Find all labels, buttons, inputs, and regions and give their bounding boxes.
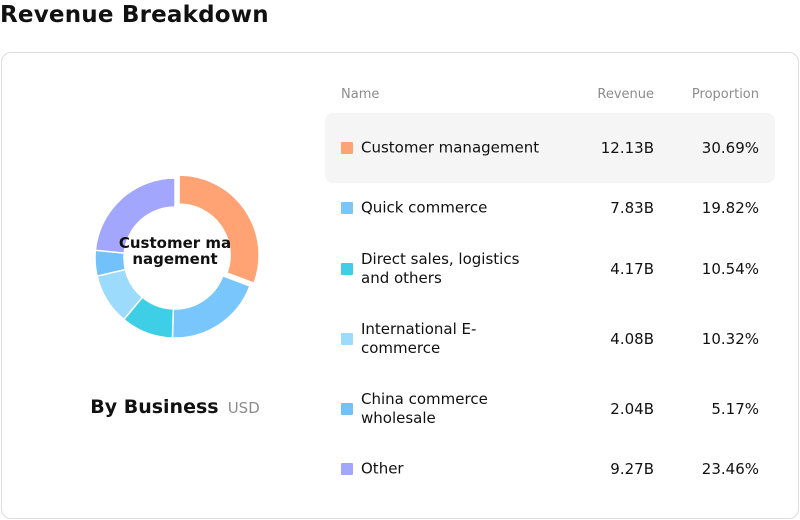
group-caption: By Business USD — [0, 396, 350, 418]
legend-swatch — [341, 142, 353, 154]
legend-row[interactable]: International E-commerce 4.08B 10.32% — [325, 304, 775, 374]
legend-swatch — [341, 333, 353, 345]
legend-name: Other — [361, 459, 404, 478]
legend-name: Quick commerce — [361, 198, 488, 217]
legend-proportion: 30.69% — [701, 139, 759, 157]
legend-name: China commerce wholesale — [361, 390, 488, 427]
legend-swatch — [341, 403, 353, 415]
legend-proportion: 10.54% — [701, 260, 759, 278]
column-header-name: Name — [341, 87, 380, 102]
legend-row[interactable]: Quick commerce 7.83B 19.82% — [325, 173, 775, 243]
legend-swatch — [341, 263, 353, 275]
donut-chart — [90, 170, 266, 346]
legend-revenue: 4.17B — [610, 260, 654, 278]
donut-slice-0[interactable] — [178, 174, 260, 285]
legend-name: Direct sales, logistics and others — [361, 250, 520, 287]
legend-revenue: 2.04B — [610, 400, 654, 418]
legend-revenue: 12.13B — [600, 139, 654, 157]
legend-proportion: 19.82% — [701, 199, 759, 217]
column-header-proportion: Proportion — [691, 87, 759, 102]
legend-proportion: 5.17% — [711, 400, 759, 418]
unit-label: USD — [227, 399, 260, 417]
legend-row[interactable]: Direct sales, logistics and others 4.17B 1… — [325, 234, 775, 304]
legend-row[interactable]: China commerce wholesale 2.04B 5.17% — [325, 374, 775, 444]
legend-revenue: 7.83B — [610, 199, 654, 217]
donut-center-label: Customer management — [118, 234, 232, 268]
donut-svg — [94, 174, 260, 339]
group-label: By Business — [90, 396, 219, 418]
legend-proportion: 23.46% — [701, 460, 759, 478]
donut-slice-5[interactable] — [94, 177, 176, 254]
legend-swatch — [341, 202, 353, 214]
legend-name: International E-commerce — [361, 320, 477, 357]
legend-name: Customer management — [361, 138, 540, 157]
legend-swatch — [341, 463, 353, 475]
page-title: Revenue Breakdown — [0, 2, 269, 28]
legend-row[interactable]: Other 9.27B 23.46% — [325, 434, 775, 504]
legend-proportion: 10.32% — [701, 330, 759, 348]
legend-revenue: 9.27B — [610, 460, 654, 478]
legend-row[interactable]: Customer management 12.13B 30.69% — [325, 113, 775, 183]
column-header-revenue: Revenue — [597, 87, 654, 102]
donut-slice-1[interactable] — [171, 274, 251, 339]
legend-revenue: 4.08B — [610, 330, 654, 348]
